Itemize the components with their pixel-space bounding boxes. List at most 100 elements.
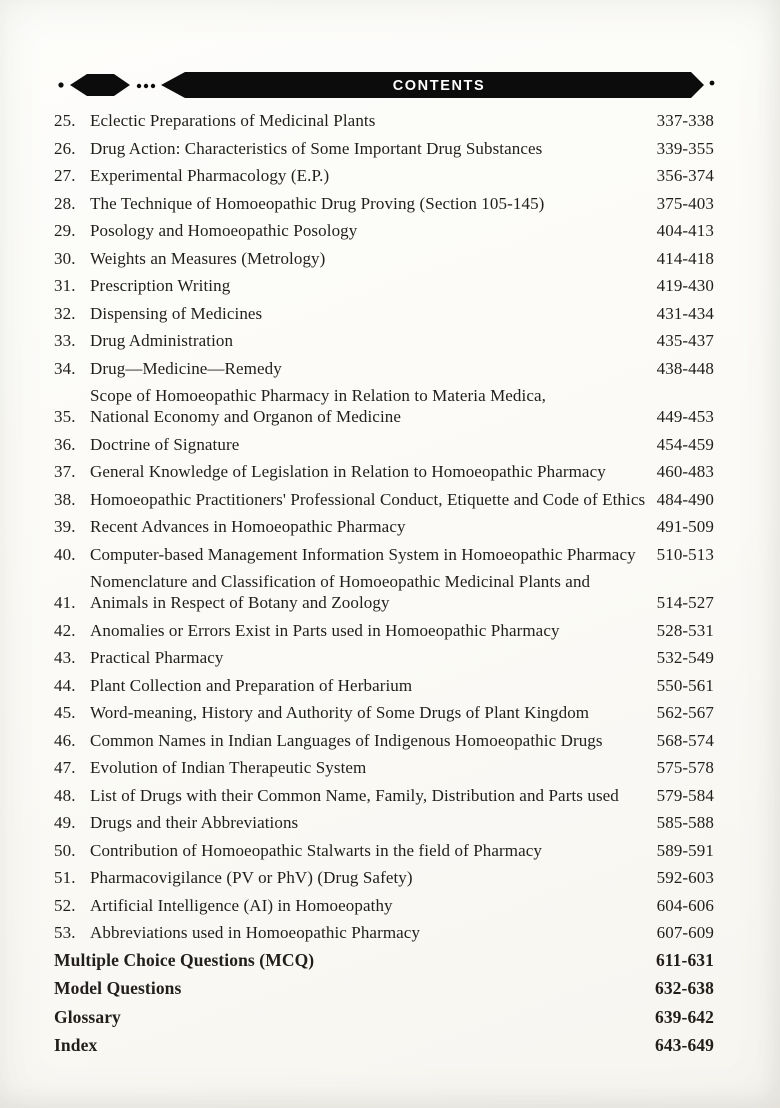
entry-pages: 484-490 bbox=[656, 489, 714, 509]
entry-pages: 419-430 bbox=[656, 276, 714, 295]
entry-number: 48. bbox=[54, 785, 76, 805]
entry-number: 25. bbox=[54, 111, 76, 130]
entry-title: Plant Collection and Preparation of Herb… bbox=[90, 675, 413, 695]
entry-number: 28. bbox=[54, 193, 76, 213]
banner-mid-dot-icon bbox=[143, 83, 149, 89]
entry-pages: 562-567 bbox=[656, 703, 714, 722]
entry-pages: 454-459 bbox=[656, 434, 714, 454]
entry-number: 36. bbox=[54, 434, 76, 454]
toc-entry: 36. Doctrine of Signature 454-459 bbox=[54, 434, 714, 455]
entry-number: 50. bbox=[54, 840, 76, 860]
entry-pages: 607-609 bbox=[656, 923, 714, 942]
entry-pages: 643-649 bbox=[654, 1035, 714, 1055]
toc-entry: Index 643-649 bbox=[54, 1035, 714, 1056]
toc-entry: 44. Plant Collection and Preparation of … bbox=[54, 675, 714, 696]
toc-entry: 49. Drugs and their Abbreviations 585-58… bbox=[54, 812, 714, 833]
toc-entry: 46. Common Names in Indian Languages of … bbox=[54, 730, 714, 751]
entry-title: Nomenclature and Classification of Homoe… bbox=[90, 572, 591, 612]
toc-list: 25. Eclectic Preparations of Medicinal P… bbox=[54, 110, 714, 1056]
entry-title: Common Names in Indian Languages of Indi… bbox=[90, 730, 603, 750]
entry-pages: 568-574 bbox=[656, 730, 714, 750]
toc-entry: 47. Evolution of Indian Therapeutic Syst… bbox=[54, 757, 714, 778]
entry-number: 43. bbox=[54, 648, 76, 667]
entry-pages: 449-453 bbox=[656, 407, 714, 426]
entry-pages: 337-338 bbox=[656, 111, 714, 130]
toc-entry: 50. Contribution of Homoeopathic Stalwar… bbox=[54, 840, 714, 861]
entry-title: List of Drugs with their Common Name, Fa… bbox=[90, 785, 619, 805]
entry-number: 29. bbox=[54, 221, 76, 240]
toc-entry: 32. Dispensing of Medicines 431-434 bbox=[54, 303, 714, 324]
toc-entry: 37. General Knowledge of Legislation in … bbox=[54, 461, 714, 482]
entry-title: Computer-based Management Information Sy… bbox=[90, 544, 636, 564]
entry-number: 32. bbox=[54, 303, 76, 323]
toc-entry: 41. Nomenclature and Classification of H… bbox=[54, 571, 714, 613]
banner-right-dot-icon bbox=[709, 80, 715, 86]
entry-pages: 404-413 bbox=[656, 221, 714, 240]
toc-entry: 48. List of Drugs with their Common Name… bbox=[54, 785, 714, 806]
toc-entry: 39. Recent Advances in Homoeopathic Phar… bbox=[54, 516, 714, 537]
banner-ribbon bbox=[161, 72, 704, 98]
entry-title: Drug Administration bbox=[90, 331, 234, 350]
toc-entry: 25. Eclectic Preparations of Medicinal P… bbox=[54, 110, 714, 131]
toc-entry: 42. Anomalies or Errors Exist in Parts u… bbox=[54, 620, 714, 641]
entry-pages: 514-527 bbox=[656, 593, 714, 612]
entry-number: 34. bbox=[54, 358, 76, 378]
toc-entry: 35. Scope of Homoeopathic Pharmacy in Re… bbox=[54, 385, 714, 427]
toc-entry: 38. Homoeopathic Practitioners' Professi… bbox=[54, 489, 714, 510]
toc-entry: 28. The Technique of Homoeopathic Drug P… bbox=[54, 193, 714, 214]
entry-pages: 592-603 bbox=[656, 868, 714, 887]
entry-pages: 375-403 bbox=[656, 193, 714, 213]
entry-pages: 339-355 bbox=[656, 138, 714, 158]
entry-pages: 435-437 bbox=[656, 331, 714, 350]
entry-number: 46. bbox=[54, 730, 76, 750]
entry-pages: 491-509 bbox=[656, 517, 714, 536]
toc-entry: 29. Posology and Homoeopathic Posology 4… bbox=[54, 220, 714, 241]
entry-title: Glossary bbox=[54, 1006, 121, 1027]
toc-entry: 51. Pharmacovigilance (PV or PhV) (Drug … bbox=[54, 867, 714, 888]
entry-pages: 356-374 bbox=[656, 166, 714, 185]
toc-entry: 33. Drug Administration 435-437 bbox=[54, 330, 714, 351]
toc-entry: 30. Weights an Measures (Metrology) 414-… bbox=[54, 248, 714, 269]
entry-number: 39. bbox=[54, 517, 76, 536]
toc-entry: 43. Practical Pharmacy 532-549 bbox=[54, 647, 714, 668]
entry-pages: 438-448 bbox=[656, 358, 714, 378]
banner-left-dot-icon bbox=[58, 82, 64, 88]
entry-title: Index bbox=[54, 1035, 98, 1055]
entry-title: Multiple Choice Questions (MCQ) bbox=[54, 949, 315, 970]
entry-title: Eclectic Preparations of Medicinal Plant… bbox=[90, 111, 376, 130]
entry-title: Contribution of Homoeopathic Stalwarts i… bbox=[90, 840, 542, 860]
entry-pages: 611-631 bbox=[655, 949, 714, 970]
entry-number: 41. bbox=[54, 593, 76, 612]
entry-pages: 585-588 bbox=[656, 813, 714, 832]
entry-pages: 532-549 bbox=[656, 648, 714, 667]
entry-title: Drug—Medicine—Remedy bbox=[90, 358, 282, 378]
entry-pages: 550-561 bbox=[656, 675, 714, 695]
entry-title: Drugs and their Abbreviations bbox=[90, 813, 299, 832]
entry-title: Posology and Homoeopathic Posology bbox=[90, 221, 358, 240]
toc-entry: 45. Word-meaning, History and Authority … bbox=[54, 702, 714, 723]
entry-title: Artificial Intelligence (AI) in Homoeopa… bbox=[90, 895, 393, 915]
entry-number: 42. bbox=[54, 620, 76, 640]
toc-entry: Glossary 639-642 bbox=[54, 1007, 714, 1028]
entry-title: General Knowledge of Legislation in Rela… bbox=[90, 462, 606, 481]
entry-number: 51. bbox=[54, 868, 76, 887]
entry-pages: 639-642 bbox=[654, 1006, 714, 1027]
entry-title: Recent Advances in Homoeopathic Pharmacy bbox=[90, 517, 406, 536]
entry-title: Practical Pharmacy bbox=[90, 648, 224, 667]
banner-mid-dot-icon bbox=[150, 83, 156, 89]
entry-number: 49. bbox=[54, 813, 76, 832]
entry-title: The Technique of Homoeopathic Drug Provi… bbox=[90, 193, 545, 213]
entry-title: Scope of Homoeopathic Pharmacy in Relati… bbox=[90, 386, 546, 426]
toc-entry: 52. Artificial Intelligence (AI) in Homo… bbox=[54, 895, 714, 916]
entry-pages: 604-606 bbox=[656, 895, 714, 915]
entry-title: Pharmacovigilance (PV or PhV) (Drug Safe… bbox=[90, 868, 413, 887]
entry-title: Abbreviations used in Homoeopathic Pharm… bbox=[90, 923, 421, 942]
entry-title: Weights an Measures (Metrology) bbox=[90, 248, 326, 268]
entry-number: 27. bbox=[54, 166, 76, 185]
entry-title: Homoeopathic Practitioners' Professional… bbox=[90, 489, 646, 509]
entry-pages: 460-483 bbox=[656, 462, 714, 481]
entry-number: 40. bbox=[54, 544, 76, 564]
entry-title: Evolution of Indian Therapeutic System bbox=[90, 758, 367, 777]
entry-number: 38. bbox=[54, 489, 76, 509]
